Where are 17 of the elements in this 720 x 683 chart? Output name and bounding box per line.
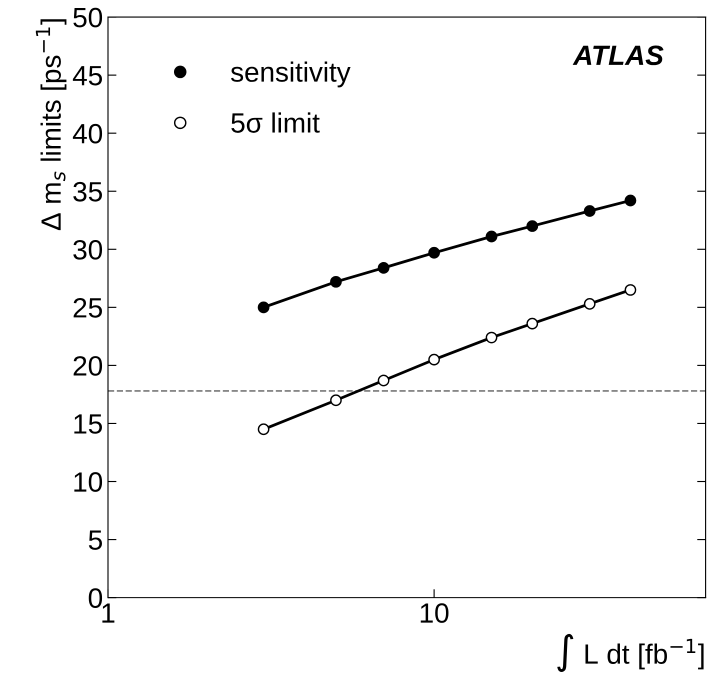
y-tick-label: 30	[73, 240, 102, 260]
y-tick-label: 0	[88, 588, 102, 608]
y-tick-label: 25	[74, 298, 102, 318]
y-tick-label: 15	[74, 414, 102, 434]
y-tick-label: 50	[73, 8, 102, 28]
y-axis-title: Δ m$_{s}$ limits [ps$^{−1}$]	[36, 19, 66, 230]
x-tick-label: 1	[102, 604, 114, 623]
y-tick-label: 45	[72, 66, 102, 86]
y-tick-label: 35	[73, 182, 102, 202]
y-tick-label: 10	[74, 472, 102, 492]
legend-label: 5σ limit	[231, 112, 320, 133]
y-tick-label: 40	[72, 124, 102, 144]
y-tick-label: 20	[74, 356, 102, 376]
annotation: ATLAS	[572, 46, 664, 66]
legend-label: sensitivity	[230, 62, 351, 88]
y-tick-label: 5	[88, 530, 102, 550]
x-axis-title: ∫ L dt [fb$^{−1}$]	[557, 634, 704, 672]
